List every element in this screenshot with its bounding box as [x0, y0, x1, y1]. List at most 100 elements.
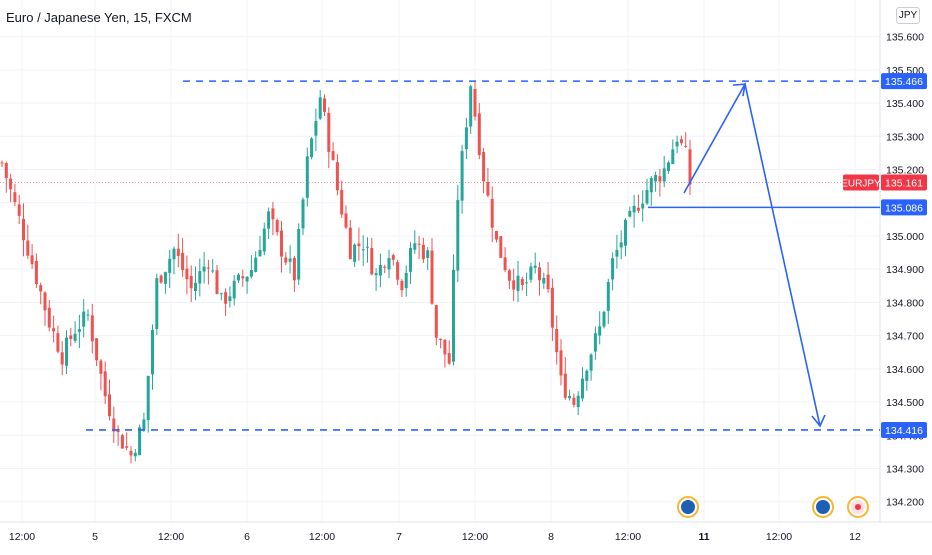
- candle-body: [26, 240, 30, 256]
- candle-body: [232, 280, 236, 299]
- candle-body: [224, 292, 228, 304]
- candle-body: [490, 198, 494, 228]
- candle-body: [645, 189, 649, 204]
- candle-body: [9, 178, 13, 190]
- candle-body: [172, 248, 176, 260]
- candle-body: [439, 338, 443, 340]
- candle-body: [559, 350, 563, 376]
- candle-body: [679, 139, 683, 144]
- candle-body: [262, 228, 266, 252]
- candle-body: [370, 247, 374, 275]
- candle-body: [641, 203, 645, 209]
- candle-body: [133, 452, 137, 457]
- candle-body: [219, 293, 223, 295]
- candle-body: [151, 329, 154, 375]
- candle-body: [112, 418, 116, 432]
- candle-body: [688, 149, 692, 185]
- candle-body: [572, 397, 576, 405]
- candle-body: [477, 113, 481, 156]
- candle-body: [550, 287, 554, 328]
- candle-body: [138, 427, 142, 456]
- candle-body: [292, 258, 296, 281]
- candle-body: [624, 219, 627, 246]
- candle-body: [86, 314, 90, 316]
- candle-body: [495, 231, 498, 240]
- candle-body: [176, 248, 180, 256]
- current-price-label: 135.161: [885, 177, 923, 189]
- x-tick-label: 6: [244, 531, 250, 543]
- candle-body: [585, 370, 589, 381]
- symbol-tag: EURJPY: [841, 178, 881, 189]
- candle-body: [159, 275, 163, 283]
- candle-body: [142, 419, 146, 431]
- candle-body: [146, 375, 150, 421]
- candle-body: [194, 282, 197, 292]
- middle-level-label-bg: [881, 199, 927, 216]
- candle-body: [318, 97, 322, 119]
- candle-body: [258, 250, 262, 257]
- candle-body: [507, 270, 511, 281]
- candle-body: [288, 258, 292, 262]
- candle-body: [275, 219, 279, 233]
- candle-body: [327, 112, 331, 152]
- lower-level-label: 134.416: [885, 425, 923, 437]
- candle-body: [237, 274, 240, 281]
- candle-body: [391, 255, 395, 260]
- candle-body: [606, 281, 610, 311]
- candle-body: [340, 190, 344, 215]
- x-tick-label: 12:00: [615, 531, 641, 543]
- candle-body: [301, 199, 305, 229]
- x-tick-label: 12: [849, 531, 861, 543]
- candle-body: [486, 182, 490, 196]
- candle-body: [452, 269, 455, 362]
- candle-body: [430, 250, 434, 304]
- candle-body: [206, 267, 210, 269]
- candle-body: [271, 208, 275, 220]
- candle-body: [155, 278, 159, 330]
- candle-body: [310, 138, 314, 158]
- candle-body: [576, 395, 580, 408]
- y-tick-label: 135.000: [886, 231, 924, 243]
- candle-body: [589, 354, 593, 371]
- candle-body: [30, 255, 34, 265]
- candle-body: [47, 307, 51, 328]
- candle-body: [77, 329, 81, 332]
- candle-body: [73, 333, 77, 341]
- candle-body: [598, 326, 602, 336]
- candle-body: [357, 243, 361, 247]
- candle-body: [503, 257, 507, 271]
- y-tick-label: 134.200: [886, 497, 924, 509]
- candle-body: [443, 339, 447, 355]
- candle-body: [568, 396, 572, 399]
- candle-body: [426, 250, 430, 258]
- candle-body: [421, 244, 425, 260]
- y-tick-label: 135.600: [886, 32, 924, 44]
- currency-button[interactable]: JPY: [896, 7, 920, 24]
- candle-body: [103, 371, 107, 397]
- candle-body: [249, 270, 253, 277]
- candle-body: [211, 270, 215, 272]
- candle-body: [456, 200, 460, 271]
- candle-body: [525, 282, 529, 284]
- upper-level-label-bg: [881, 73, 927, 90]
- x-tick-label: 11: [698, 531, 709, 543]
- candle-body: [39, 285, 43, 292]
- candle-body: [65, 337, 68, 366]
- x-tick-label: 12:00: [766, 531, 792, 543]
- candle-body: [69, 335, 73, 340]
- candle-body: [611, 258, 615, 280]
- candle-body: [378, 265, 382, 276]
- candle-body: [215, 270, 219, 294]
- candle-body: [447, 353, 451, 364]
- candle-body: [520, 278, 524, 286]
- candle-body: [348, 227, 352, 260]
- candle-body: [22, 218, 25, 241]
- candle-body: [671, 149, 675, 165]
- candle-body: [512, 280, 516, 290]
- candle-body: [82, 311, 86, 327]
- x-tick-label: 8: [548, 531, 554, 543]
- candle-body: [314, 120, 318, 136]
- candle-body: [90, 315, 94, 342]
